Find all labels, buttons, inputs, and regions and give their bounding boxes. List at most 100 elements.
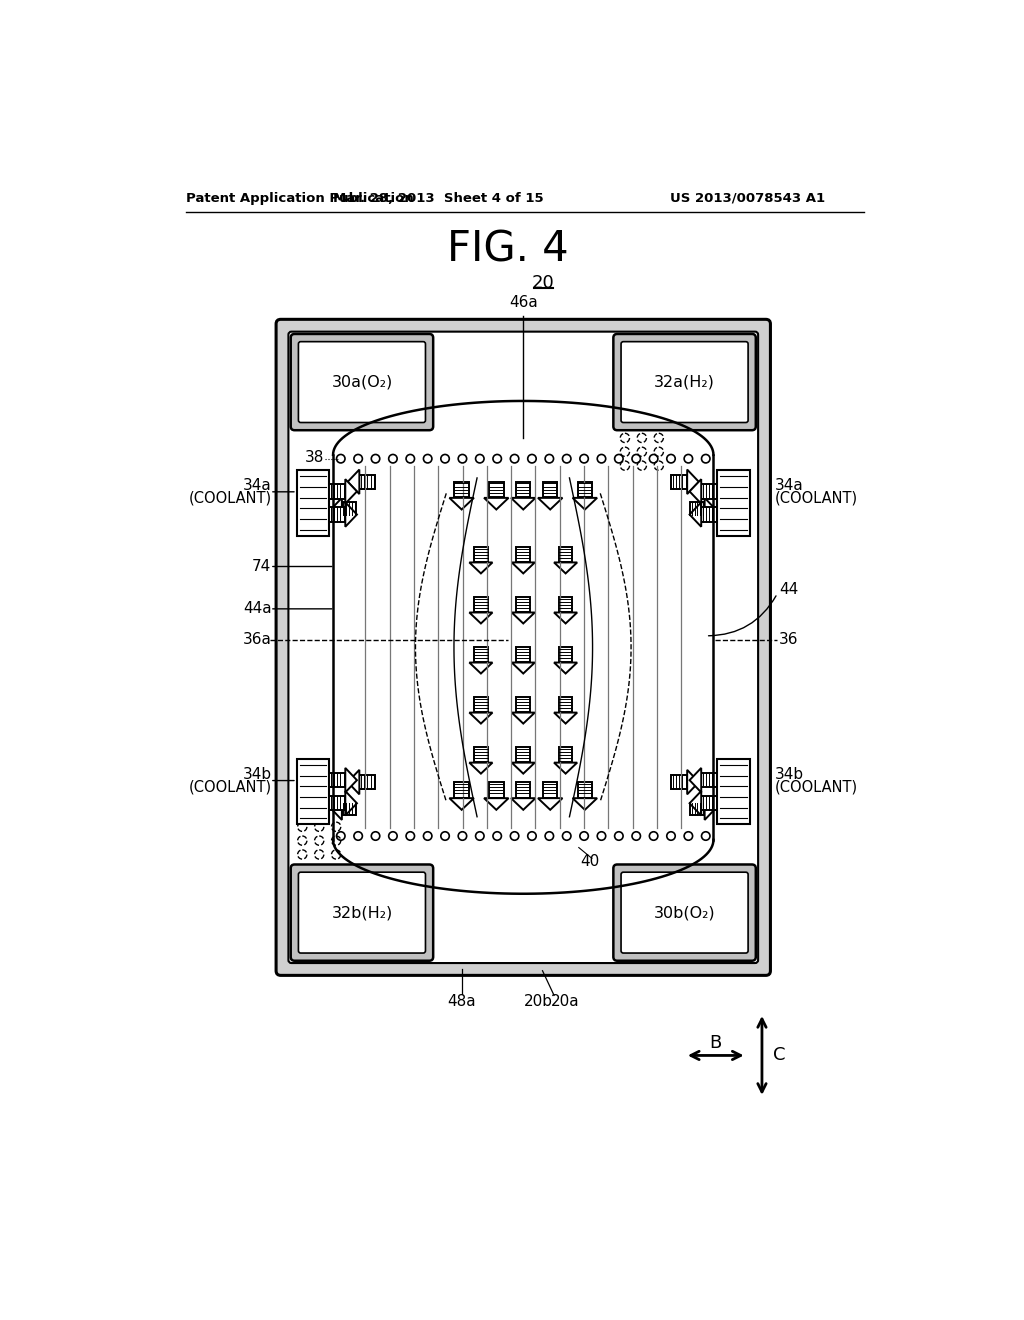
- Polygon shape: [469, 713, 493, 723]
- Text: 44a: 44a: [243, 602, 271, 616]
- Polygon shape: [538, 498, 562, 510]
- Text: (COOLANT): (COOLANT): [775, 779, 858, 795]
- Polygon shape: [345, 479, 357, 504]
- Polygon shape: [512, 612, 535, 623]
- Polygon shape: [332, 498, 342, 520]
- Polygon shape: [554, 663, 578, 673]
- Polygon shape: [348, 470, 359, 494]
- Text: 34a: 34a: [243, 478, 271, 494]
- Bar: [489, 781, 504, 799]
- FancyBboxPatch shape: [291, 334, 433, 430]
- Polygon shape: [572, 799, 597, 810]
- Polygon shape: [512, 663, 535, 673]
- Bar: [516, 597, 530, 612]
- FancyBboxPatch shape: [613, 865, 756, 961]
- Text: 20: 20: [531, 275, 554, 292]
- Bar: [690, 503, 705, 515]
- Polygon shape: [689, 503, 701, 527]
- Polygon shape: [538, 799, 562, 810]
- Bar: [559, 597, 572, 612]
- Bar: [359, 775, 376, 789]
- Bar: [474, 647, 487, 663]
- Text: 36: 36: [779, 632, 799, 647]
- FancyBboxPatch shape: [289, 331, 758, 964]
- Polygon shape: [554, 713, 578, 723]
- Bar: [559, 697, 572, 713]
- Text: 44: 44: [779, 582, 798, 597]
- Polygon shape: [572, 498, 597, 510]
- Text: Patent Application Publication: Patent Application Publication: [186, 191, 414, 205]
- Bar: [701, 796, 717, 810]
- Bar: [330, 774, 345, 788]
- Polygon shape: [345, 791, 357, 816]
- Text: 48a: 48a: [447, 994, 476, 1008]
- Text: (COOLANT): (COOLANT): [188, 779, 271, 795]
- Bar: [690, 803, 705, 816]
- Text: B: B: [710, 1034, 722, 1052]
- FancyBboxPatch shape: [613, 334, 756, 430]
- Polygon shape: [511, 498, 536, 510]
- Bar: [516, 647, 530, 663]
- Text: 74: 74: [252, 558, 271, 574]
- Bar: [516, 482, 530, 498]
- Polygon shape: [554, 612, 578, 623]
- Text: 34b: 34b: [243, 767, 271, 781]
- Polygon shape: [554, 763, 578, 774]
- Text: (COOLANT): (COOLANT): [775, 491, 858, 506]
- Bar: [671, 775, 687, 789]
- Polygon shape: [689, 791, 701, 816]
- Polygon shape: [469, 663, 493, 673]
- Bar: [474, 597, 487, 612]
- Polygon shape: [687, 470, 698, 494]
- Bar: [559, 747, 572, 763]
- Bar: [342, 503, 356, 515]
- Polygon shape: [512, 562, 535, 573]
- Text: (COOLANT): (COOLANT): [188, 491, 271, 506]
- FancyBboxPatch shape: [298, 342, 425, 422]
- FancyBboxPatch shape: [621, 342, 749, 422]
- Bar: [474, 747, 487, 763]
- FancyBboxPatch shape: [298, 873, 425, 953]
- Bar: [559, 647, 572, 663]
- Bar: [516, 747, 530, 763]
- Bar: [489, 482, 504, 498]
- Polygon shape: [554, 562, 578, 573]
- Bar: [474, 548, 487, 562]
- Text: 40: 40: [581, 854, 600, 869]
- Polygon shape: [345, 768, 357, 792]
- Text: 20b: 20b: [524, 994, 553, 1008]
- Polygon shape: [705, 799, 715, 820]
- FancyBboxPatch shape: [276, 319, 770, 975]
- Bar: [359, 475, 376, 488]
- Bar: [330, 507, 345, 521]
- FancyBboxPatch shape: [291, 865, 433, 961]
- Polygon shape: [689, 479, 701, 504]
- Text: FIG. 4: FIG. 4: [447, 228, 568, 271]
- Bar: [543, 781, 557, 799]
- Text: 20a: 20a: [551, 994, 580, 1008]
- Polygon shape: [689, 768, 701, 792]
- Bar: [330, 796, 345, 810]
- Bar: [516, 781, 530, 799]
- Text: US 2013/0078543 A1: US 2013/0078543 A1: [670, 191, 824, 205]
- Polygon shape: [511, 799, 536, 810]
- Bar: [559, 548, 572, 562]
- Bar: [578, 482, 592, 498]
- Bar: [701, 507, 717, 521]
- Bar: [671, 475, 687, 488]
- Polygon shape: [469, 763, 493, 774]
- Polygon shape: [450, 498, 474, 510]
- Text: 32b(H₂): 32b(H₂): [332, 906, 392, 920]
- Bar: [297, 470, 330, 536]
- Bar: [701, 484, 717, 499]
- Polygon shape: [705, 498, 715, 520]
- Polygon shape: [469, 562, 493, 573]
- Text: 36a: 36a: [243, 632, 271, 647]
- FancyBboxPatch shape: [621, 873, 749, 953]
- Text: Mar. 28, 2013  Sheet 4 of 15: Mar. 28, 2013 Sheet 4 of 15: [333, 191, 544, 205]
- Text: 34b: 34b: [775, 767, 804, 781]
- Bar: [516, 697, 530, 713]
- Polygon shape: [512, 763, 535, 774]
- Bar: [330, 484, 345, 499]
- Polygon shape: [687, 770, 698, 795]
